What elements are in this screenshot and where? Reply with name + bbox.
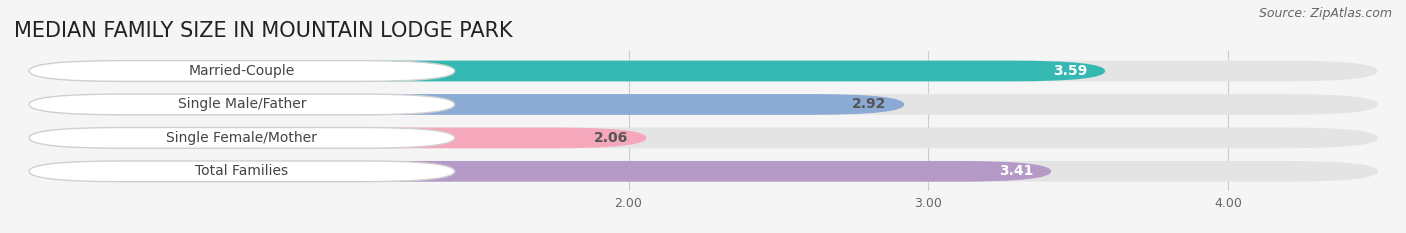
Text: Married-Couple: Married-Couple <box>188 64 295 78</box>
Text: 2.92: 2.92 <box>852 97 886 111</box>
Text: 2.06: 2.06 <box>595 131 628 145</box>
FancyBboxPatch shape <box>30 161 1052 182</box>
Text: 3.59: 3.59 <box>1053 64 1087 78</box>
Text: Source: ZipAtlas.com: Source: ZipAtlas.com <box>1258 7 1392 20</box>
FancyBboxPatch shape <box>30 94 904 115</box>
FancyBboxPatch shape <box>30 161 1378 182</box>
FancyBboxPatch shape <box>30 127 647 148</box>
FancyBboxPatch shape <box>30 127 454 148</box>
FancyBboxPatch shape <box>30 94 1378 115</box>
Text: Single Female/Mother: Single Female/Mother <box>166 131 318 145</box>
FancyBboxPatch shape <box>30 94 454 115</box>
Text: Total Families: Total Families <box>195 164 288 178</box>
Text: MEDIAN FAMILY SIZE IN MOUNTAIN LODGE PARK: MEDIAN FAMILY SIZE IN MOUNTAIN LODGE PAR… <box>14 21 513 41</box>
FancyBboxPatch shape <box>30 161 454 182</box>
FancyBboxPatch shape <box>30 61 1105 81</box>
FancyBboxPatch shape <box>30 61 454 81</box>
Text: Single Male/Father: Single Male/Father <box>177 97 307 111</box>
FancyBboxPatch shape <box>30 127 1378 148</box>
Text: 3.41: 3.41 <box>998 164 1033 178</box>
FancyBboxPatch shape <box>30 61 1378 81</box>
